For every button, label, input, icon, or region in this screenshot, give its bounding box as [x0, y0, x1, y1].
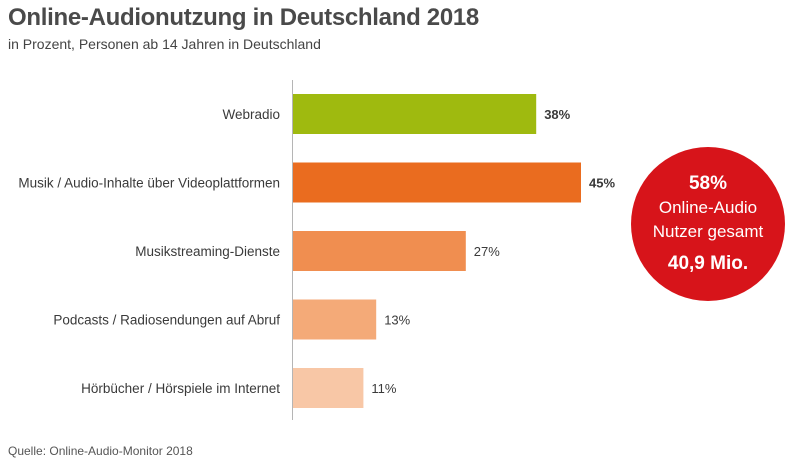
- value-label: 11%: [371, 381, 396, 396]
- category-label: Hörbücher / Hörspiele im Internet: [81, 381, 280, 396]
- category-label: Podcasts / Radiosendungen auf Abruf: [53, 313, 280, 328]
- bar: [293, 162, 581, 203]
- bar: [293, 299, 377, 340]
- total-users-badge: 58% Online-Audio Nutzer gesamt 40,9 Mio.: [631, 147, 785, 301]
- bars-layer: Webradio 38% Musik / Audio-Inhalte über Vi…: [18, 94, 615, 408]
- badge-millions: 40,9 Mio.: [667, 253, 749, 274]
- value-label: 13%: [384, 313, 410, 328]
- category-label: Musikstreaming-Dienste: [135, 244, 280, 259]
- value-label: 38%: [544, 107, 570, 122]
- badge-line1: Online-Audio: [658, 198, 758, 217]
- chart-subtitle: in Prozent, Personen ab 14 Jahren in Deu…: [8, 36, 321, 52]
- badge-percent: 58%: [688, 173, 728, 194]
- chart-title: Online-Audionutzung in Deutschland 2018: [8, 4, 479, 31]
- value-label: 45%: [589, 176, 615, 191]
- bar: [293, 368, 364, 408]
- category-label: Webradio: [222, 107, 280, 122]
- category-label: Musik / Audio-Inhalte über Videoplattfor…: [18, 176, 280, 191]
- bar: [293, 94, 537, 134]
- bar: [293, 231, 466, 271]
- source-note: Quelle: Online-Audio-Monitor 2018: [8, 444, 193, 458]
- badge-line2: Nutzer gesamt: [652, 222, 764, 241]
- value-label: 27%: [474, 244, 500, 259]
